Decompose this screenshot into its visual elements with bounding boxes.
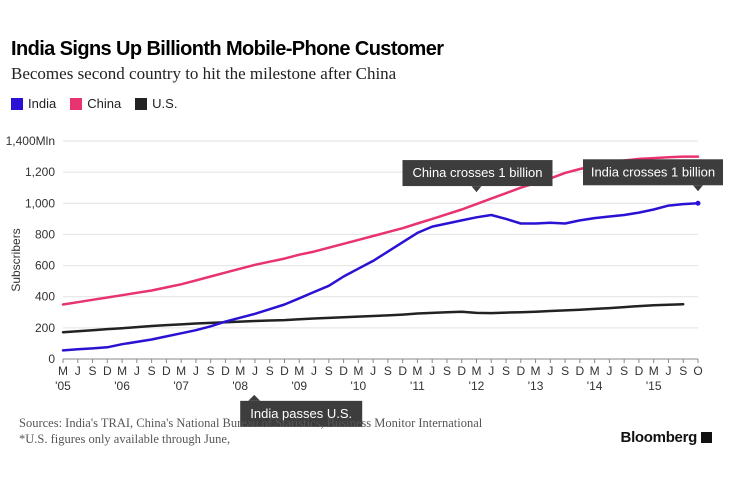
y-tick-label: 400	[35, 290, 55, 304]
y-tick-label: 1,200	[25, 165, 55, 179]
y-tick-label: 600	[35, 259, 55, 273]
x-month-label: S	[561, 364, 569, 378]
x-month-label: S	[266, 364, 274, 378]
annotation-pointer	[693, 185, 703, 192]
annotation-box	[583, 159, 723, 186]
x-year-label: '12	[469, 379, 485, 393]
brand-logo: Bloomberg	[621, 429, 712, 446]
x-month-label: J	[429, 364, 435, 378]
x-month-label: M	[117, 364, 127, 378]
x-month-label: J	[665, 364, 671, 378]
x-year-label: '07	[173, 379, 189, 393]
x-month-label: M	[531, 364, 541, 378]
legend-swatch-us	[135, 97, 148, 110]
annotation-text: India crosses 1 billion	[591, 164, 715, 179]
annotation-box	[240, 400, 363, 427]
x-month-label: M	[353, 364, 363, 378]
x-month-label: S	[325, 364, 333, 378]
x-month-label: M	[649, 364, 659, 378]
x-month-label: D	[339, 364, 348, 378]
x-month-label: J	[75, 364, 81, 378]
x-month-label: M	[471, 364, 481, 378]
sources-note: Sources: India's TRAI, China's National …	[19, 416, 483, 430]
legend-swatch-china	[70, 97, 83, 110]
chart-title: India Signs Up Billionth Mobile-Phone Cu…	[11, 38, 444, 60]
x-month-label: S	[679, 364, 687, 378]
x-month-label: J	[606, 364, 612, 378]
x-year-label: '14	[587, 379, 603, 393]
x-year-label: '08	[232, 379, 248, 393]
x-month-label: D	[576, 364, 585, 378]
x-month-label: M	[294, 364, 304, 378]
x-month-label: J	[252, 364, 258, 378]
x-month-label: D	[457, 364, 466, 378]
x-month-label: D	[398, 364, 407, 378]
y-tick-label: 800	[35, 227, 55, 241]
x-month-label: M	[412, 364, 422, 378]
legend-item-us: U.S.	[135, 96, 177, 111]
series-line-india	[61, 202, 700, 352]
y-axis-label: Subscribers	[9, 228, 23, 291]
x-year-label: '05	[55, 379, 71, 393]
legend-item-china: China	[70, 96, 121, 111]
legend: India China U.S.	[11, 96, 191, 111]
x-month-label: J	[311, 364, 317, 378]
x-month-label: D	[103, 364, 112, 378]
india-endpoint-marker	[695, 200, 701, 206]
legend-item-india: India	[11, 96, 56, 111]
x-month-label: S	[502, 364, 510, 378]
x-month-label: S	[89, 364, 97, 378]
legend-label-us: U.S.	[152, 96, 178, 111]
x-month-label: J	[370, 364, 376, 378]
x-month-label: S	[620, 364, 628, 378]
x-month-label: M	[590, 364, 600, 378]
x-month-label: J	[193, 364, 199, 378]
x-year-label: '15	[646, 379, 662, 393]
annotation-pointer	[471, 186, 482, 193]
y-tick-label: 1,000	[25, 196, 55, 210]
x-year-label: '10	[351, 379, 367, 393]
x-month-label: M	[235, 364, 245, 378]
x-year-label: '11	[410, 379, 425, 393]
x-month-label: O	[693, 364, 702, 378]
annotation-text: India passes U.S.	[250, 406, 352, 421]
legend-swatch-india	[11, 97, 23, 110]
bloomberg-logo-icon	[701, 432, 712, 443]
x-month-label: S	[207, 364, 215, 378]
x-month-label: D	[635, 364, 644, 378]
x-month-label: D	[516, 364, 525, 378]
x-year-label: '06	[114, 379, 130, 393]
x-month-label: D	[280, 364, 289, 378]
x-month-label: S	[384, 364, 392, 378]
x-month-label: J	[547, 364, 553, 378]
y-tick-label: 200	[35, 321, 55, 335]
series-line-us	[61, 302, 685, 334]
annotation-text: China crosses 1 billion	[412, 165, 542, 180]
y-tick-label: 1,400Mln	[6, 134, 55, 148]
annotation-pointer	[248, 394, 261, 401]
footnote: *U.S. figures only available through Jun…	[19, 432, 231, 446]
annotation-callout: India passes U.S.	[240, 394, 363, 427]
annotation-callout: China crosses 1 billion	[402, 160, 553, 193]
x-month-label: M	[176, 364, 186, 378]
chart-subtitle: Becomes second country to hit the milest…	[11, 64, 397, 83]
x-month-label: J	[134, 364, 140, 378]
x-month-label: J	[488, 364, 494, 378]
x-month-label: S	[443, 364, 451, 378]
annotation-box	[402, 160, 553, 187]
x-year-label: '13	[528, 379, 544, 393]
annotation-callout: India crosses 1 billion	[583, 159, 723, 192]
x-year-label: '09	[291, 379, 307, 393]
x-month-label: D	[221, 364, 230, 378]
legend-label-india: India	[28, 96, 57, 111]
x-month-label: M	[58, 364, 68, 378]
x-month-label: D	[162, 364, 171, 378]
y-tick-label: 0	[48, 352, 55, 366]
brand-name: Bloomberg	[620, 429, 698, 446]
legend-label-china: China	[87, 96, 122, 111]
x-month-label: S	[148, 364, 156, 378]
